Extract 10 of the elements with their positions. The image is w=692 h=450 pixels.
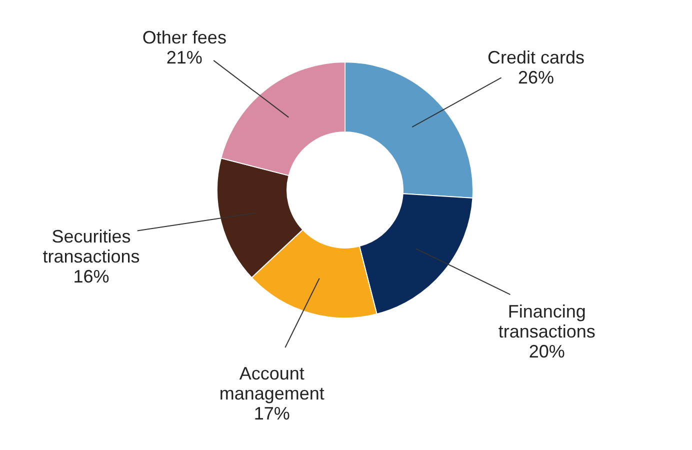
slice-label: Securities transactions	[42, 226, 140, 267]
data-label: 21%	[166, 47, 202, 68]
data-label: 17%	[254, 403, 290, 424]
slice-label: Credit cards	[487, 48, 585, 68]
data-label: 20%	[528, 341, 565, 362]
slice-label: Financing transactions	[498, 301, 596, 342]
slice-label: Other fees	[142, 27, 226, 48]
data-label: 26%	[518, 68, 554, 88]
data-label: 16%	[73, 266, 110, 287]
slice-label: Account management	[219, 363, 324, 404]
